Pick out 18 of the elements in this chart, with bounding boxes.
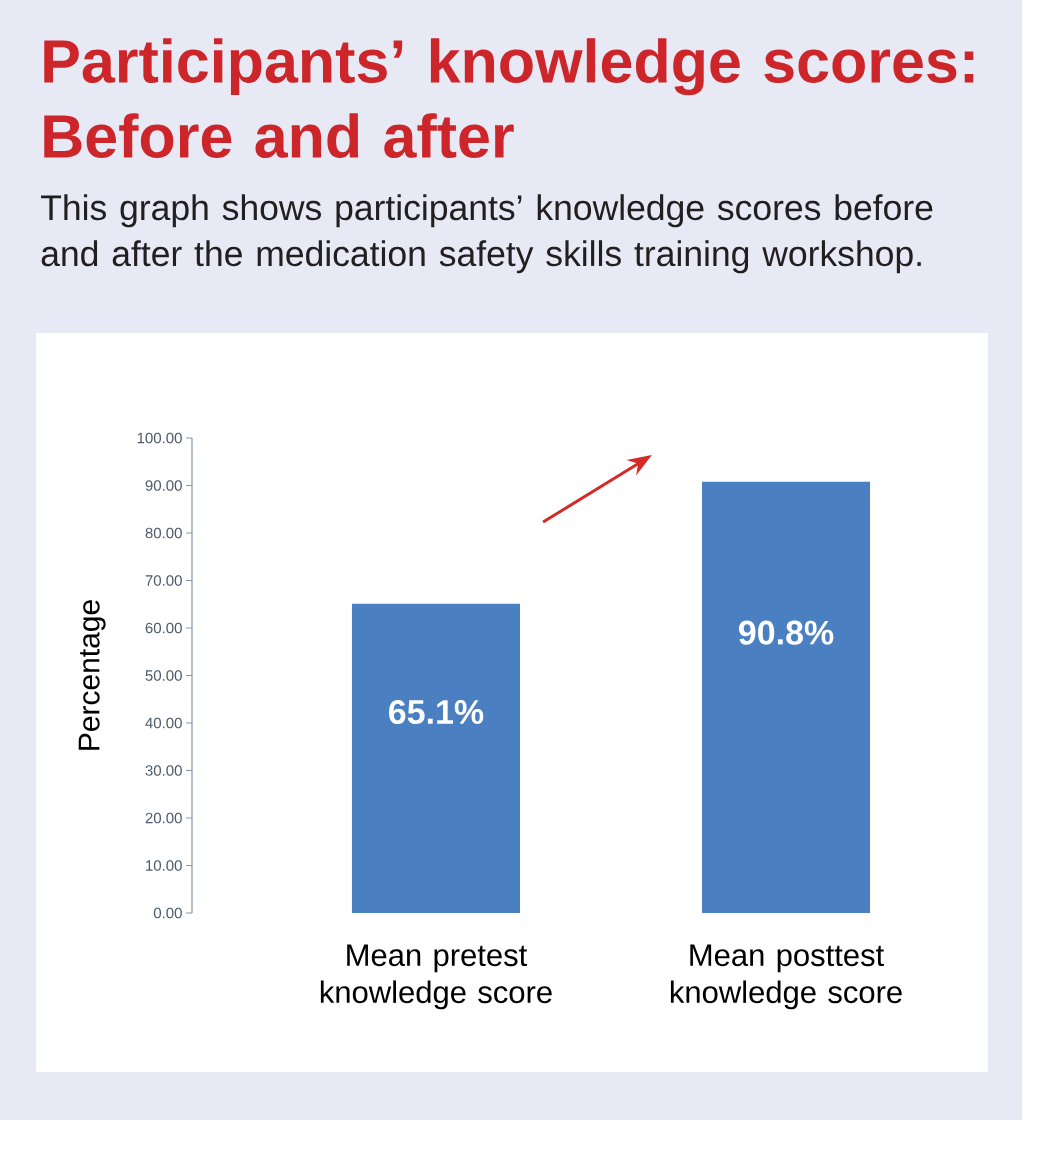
y-tick-label: 20.00 bbox=[145, 812, 182, 824]
x-tick-label: Mean pretest knowledge score bbox=[320, 944, 552, 1010]
y-tick-label: 100.00 bbox=[137, 432, 182, 444]
y-tick-label: 10.00 bbox=[146, 860, 182, 871]
y-tick-label: 40.00 bbox=[145, 717, 182, 729]
y-tick-label: 0.00 bbox=[153, 907, 182, 919]
chart-title: Participants’ knowledge scores: Before and after bbox=[44, 38, 974, 158]
y-tick-label: 80.00 bbox=[145, 527, 182, 539]
y-tick-label: 60.00 bbox=[145, 622, 182, 634]
data-label: 90.8% bbox=[739, 620, 834, 645]
y-tick-label: 90.00 bbox=[145, 480, 182, 491]
y-tick-label: 30.00 bbox=[145, 765, 182, 776]
y-axis-title: Percentage bbox=[78, 600, 106, 750]
y-tick-label: 70.00 bbox=[145, 575, 182, 586]
y-tick-label: 50.00 bbox=[145, 670, 182, 681]
x-tick-label: Mean posttest knowledge score bbox=[670, 944, 902, 1010]
data-label: 65.1% bbox=[389, 699, 484, 725]
chart-subtitle: This graph shows participants’ knowledge scores before and after the medication safety skills training workshop. bbox=[41, 194, 933, 274]
